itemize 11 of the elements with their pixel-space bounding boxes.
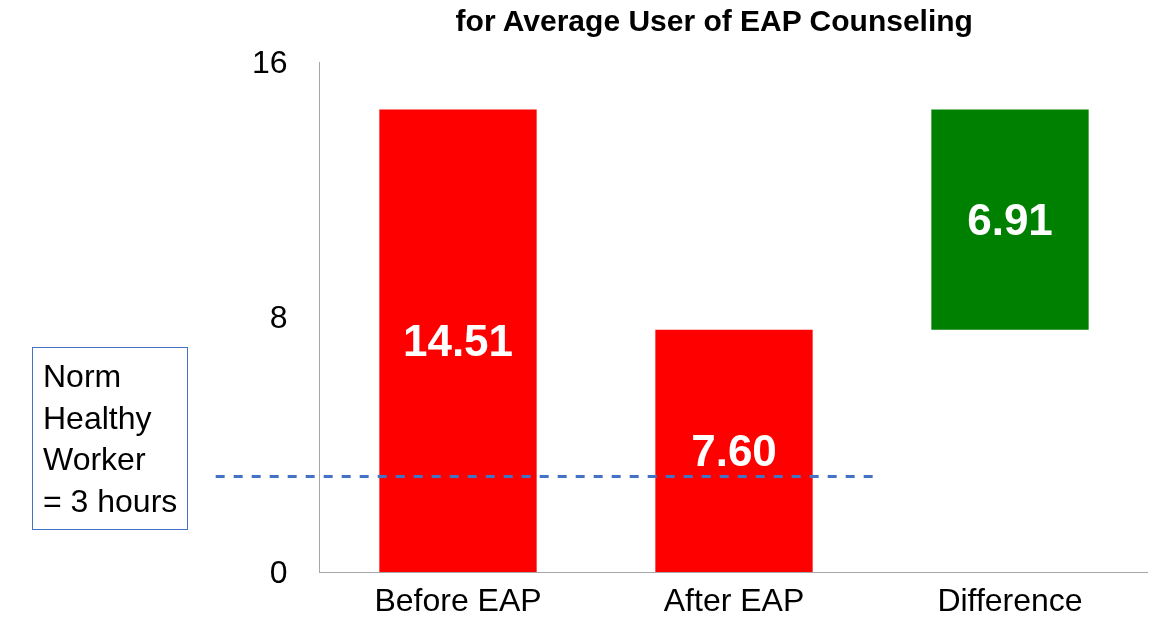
y-tick-label: 16 [252, 44, 288, 81]
x-tick-label: Before EAP [374, 582, 542, 619]
y-tick-label: 0 [269, 554, 288, 591]
data-label: 6.91 [967, 195, 1053, 245]
y-tick-label: 8 [269, 299, 288, 336]
data-label: 7.60 [691, 426, 777, 476]
x-tick-label: After EAP [663, 582, 805, 619]
data-label: 14.51 [402, 316, 514, 366]
ref-line-label: Norm Healthy Worker = 3 hours [43, 358, 178, 519]
chart-title: for Average User of EAP Counseling [455, 3, 973, 37]
x-tick-label: Difference [937, 582, 1083, 619]
